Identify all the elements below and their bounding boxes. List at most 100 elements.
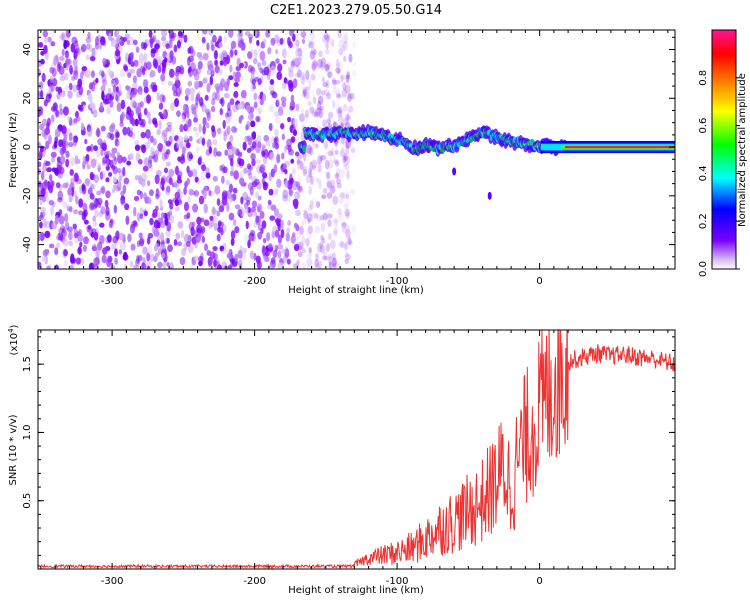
noise-blob xyxy=(322,250,328,260)
noise-blob xyxy=(309,146,314,156)
noise-blob xyxy=(326,172,331,180)
noise-blob xyxy=(251,181,258,188)
snr-axes: -300 -200 -100 0 0.5 1.0 1.5 xyxy=(22,330,675,587)
noise-blob xyxy=(166,121,173,127)
noise-blob xyxy=(126,91,131,100)
noise-blob xyxy=(59,108,64,116)
noise-blob xyxy=(308,41,315,49)
noise-blob xyxy=(306,144,312,155)
noise-blob xyxy=(259,163,266,173)
noise-blob xyxy=(96,127,100,138)
noise-blob xyxy=(205,122,210,129)
noise-blob xyxy=(216,210,221,217)
noise-blob xyxy=(162,261,167,269)
noise-blob xyxy=(300,30,306,38)
noise-blob xyxy=(93,199,97,205)
noise-blob xyxy=(281,152,285,160)
noise-blob xyxy=(327,213,333,219)
noise-blob xyxy=(159,93,165,103)
noise-blob xyxy=(229,64,233,73)
noise-blob xyxy=(347,237,352,246)
noise-blob xyxy=(68,132,73,141)
noise-blob xyxy=(302,226,308,234)
noise-blob xyxy=(245,220,249,230)
noise-blob xyxy=(122,166,126,177)
noise-blob xyxy=(275,111,281,117)
noise-blob xyxy=(43,44,48,54)
noise-blob xyxy=(319,60,325,71)
noise-blob xyxy=(297,177,302,185)
noise-blob xyxy=(161,252,166,259)
noise-blob xyxy=(206,42,210,51)
noise-blob xyxy=(166,221,172,232)
noise-blob xyxy=(318,108,325,118)
noise-blob xyxy=(64,52,70,59)
noise-blob xyxy=(163,57,168,63)
noise-blob xyxy=(190,226,195,237)
noise-blob xyxy=(149,189,154,197)
noise-blob xyxy=(343,153,348,161)
noise-blob xyxy=(105,133,110,140)
noise-blob xyxy=(101,79,108,87)
noise-blob xyxy=(224,149,229,156)
noise-blob xyxy=(338,39,343,50)
noise-blob xyxy=(218,52,224,61)
noise-blob xyxy=(342,82,347,91)
noise-blob xyxy=(201,36,206,44)
noise-blob xyxy=(313,48,317,55)
noise-blob xyxy=(307,167,311,178)
noise-blob xyxy=(53,140,58,149)
noise-blob xyxy=(250,70,255,80)
noise-blob xyxy=(257,141,262,149)
noise-blob xyxy=(93,145,98,152)
noise-blob xyxy=(318,95,324,105)
noise-blob xyxy=(39,198,43,206)
noise-blob xyxy=(63,72,69,81)
noise-blob xyxy=(100,85,106,92)
noise-blob xyxy=(138,90,143,96)
noise-blob xyxy=(184,87,191,97)
noise-blob xyxy=(324,159,330,170)
noise-blob xyxy=(143,61,148,72)
noise-blob xyxy=(41,255,47,263)
noise-blob xyxy=(191,238,197,246)
noise-blob xyxy=(237,208,243,217)
noise-blob xyxy=(306,213,313,223)
noise-blob xyxy=(300,131,304,142)
noise-blob xyxy=(154,174,160,185)
noise-blob xyxy=(126,160,132,166)
noise-blob xyxy=(47,79,52,85)
noise-blob xyxy=(326,242,331,252)
noise-blob xyxy=(251,78,256,86)
noise-blob xyxy=(234,226,240,234)
noise-blob xyxy=(125,215,130,226)
noise-blob xyxy=(311,159,318,168)
noise-blob xyxy=(317,155,323,165)
noise-blob xyxy=(139,110,143,119)
noise-blob xyxy=(325,41,329,50)
noise-blob xyxy=(165,149,171,155)
noise-blob xyxy=(105,206,110,216)
noise-blob xyxy=(181,114,185,124)
noise-blob xyxy=(99,235,105,245)
noise-blob xyxy=(111,188,116,194)
noise-blob xyxy=(87,31,91,39)
noise-blob xyxy=(62,238,69,247)
noise-blob xyxy=(157,217,164,224)
noise-blob xyxy=(44,127,51,136)
noise-blob xyxy=(89,202,95,211)
noise-blob xyxy=(83,236,89,245)
noise-blob xyxy=(174,79,181,89)
noise-blob xyxy=(324,42,328,48)
noise-blob xyxy=(338,240,344,247)
noise-blob xyxy=(70,257,76,265)
noise-blob xyxy=(326,34,330,43)
noise-blob xyxy=(253,252,257,261)
noise-blob xyxy=(166,237,170,244)
noise-blob xyxy=(314,213,319,220)
noise-blob xyxy=(70,156,75,167)
noise-blob xyxy=(120,190,125,197)
noise-blob xyxy=(338,106,343,115)
noise-blob xyxy=(112,84,117,94)
noise-blob xyxy=(301,35,306,44)
